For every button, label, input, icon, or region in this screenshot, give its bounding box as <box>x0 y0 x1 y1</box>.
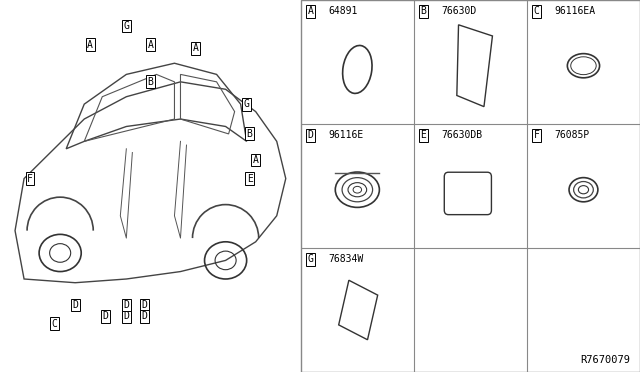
Text: D: D <box>124 300 129 310</box>
Text: D: D <box>124 311 129 321</box>
Text: A: A <box>253 155 259 165</box>
Text: R7670079: R7670079 <box>580 355 630 365</box>
Text: D: D <box>141 311 147 321</box>
Text: 76085P: 76085P <box>554 130 589 140</box>
Text: D: D <box>141 300 147 310</box>
Text: C: C <box>534 6 540 16</box>
Text: B: B <box>147 77 154 87</box>
Text: G: G <box>244 99 250 109</box>
Text: G: G <box>124 21 129 31</box>
Text: 76630DB: 76630DB <box>441 130 482 140</box>
Text: B: B <box>247 129 253 139</box>
Text: 76834W: 76834W <box>328 254 363 264</box>
Text: E: E <box>420 130 426 140</box>
Text: 96116EA: 96116EA <box>554 6 595 16</box>
Text: 96116E: 96116E <box>328 130 363 140</box>
Text: 76630D: 76630D <box>441 6 476 16</box>
Text: A: A <box>87 40 93 49</box>
Text: C: C <box>51 319 57 328</box>
Text: A: A <box>193 44 198 53</box>
Text: F: F <box>534 130 540 140</box>
Text: G: G <box>307 254 313 264</box>
Text: E: E <box>247 174 253 183</box>
Text: F: F <box>27 174 33 183</box>
Text: D: D <box>102 311 108 321</box>
Text: A: A <box>147 40 154 49</box>
Text: D: D <box>72 300 78 310</box>
Text: B: B <box>420 6 426 16</box>
Text: D: D <box>307 130 313 140</box>
Text: A: A <box>307 6 313 16</box>
Text: 64891: 64891 <box>328 6 357 16</box>
